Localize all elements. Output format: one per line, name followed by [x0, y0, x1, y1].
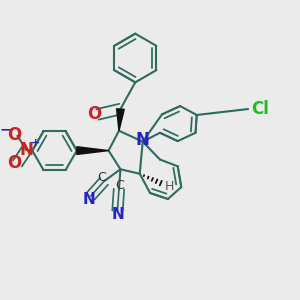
Text: −: − — [0, 122, 11, 136]
Text: Cl: Cl — [251, 100, 269, 118]
Text: C: C — [98, 171, 106, 184]
Polygon shape — [77, 147, 109, 154]
Text: O: O — [7, 126, 21, 144]
Text: N: N — [83, 192, 96, 207]
Text: C: C — [115, 179, 124, 192]
Text: N: N — [136, 131, 150, 149]
Text: N: N — [20, 141, 34, 159]
Polygon shape — [117, 109, 124, 131]
Text: N: N — [112, 207, 125, 222]
Text: O: O — [7, 154, 21, 172]
Text: +: + — [31, 139, 40, 148]
Text: H: H — [165, 180, 174, 193]
Text: O: O — [88, 105, 102, 123]
